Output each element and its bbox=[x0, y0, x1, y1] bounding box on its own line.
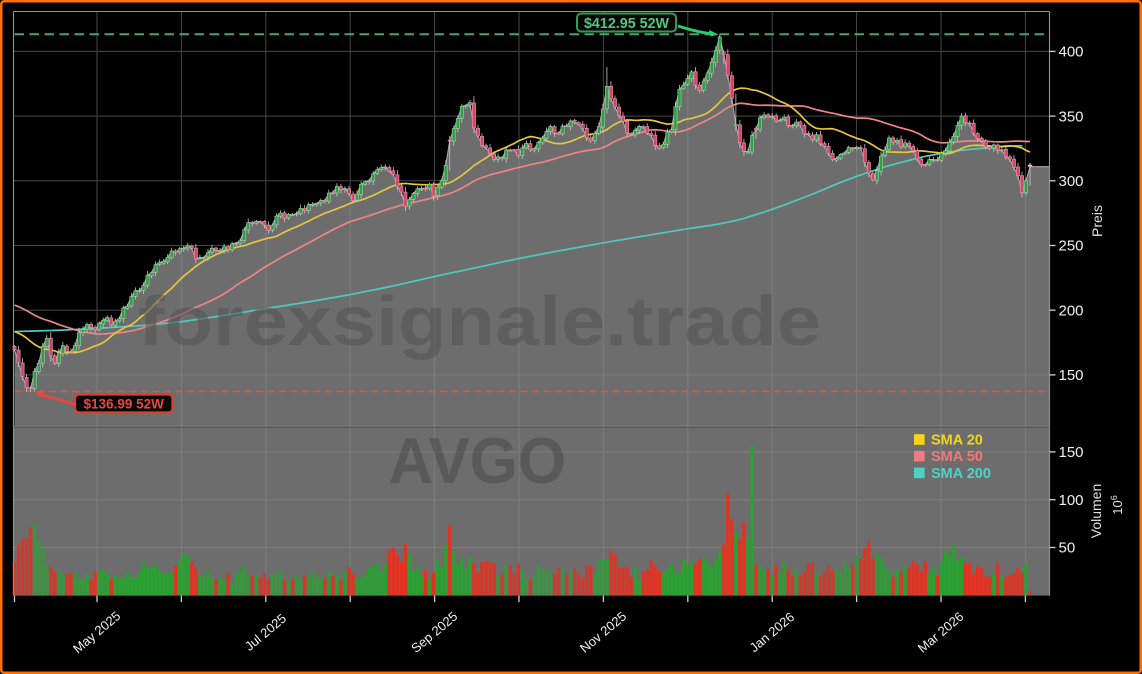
svg-text:50: 50 bbox=[1059, 540, 1076, 557]
svg-text:400: 400 bbox=[1059, 44, 1084, 61]
svg-text:Volumen: Volumen bbox=[1088, 484, 1104, 538]
svg-text:SMA 200: SMA 200 bbox=[931, 466, 991, 482]
svg-text:150: 150 bbox=[1059, 367, 1084, 384]
svg-text:$136.99 52W: $136.99 52W bbox=[84, 396, 165, 411]
svg-text:SMA 50: SMA 50 bbox=[931, 449, 983, 465]
svg-text:Preis: Preis bbox=[1089, 205, 1105, 237]
svg-text:100: 100 bbox=[1059, 492, 1084, 509]
svg-text:AVGO: AVGO bbox=[389, 424, 567, 497]
svg-text:forexsignale.trade: forexsignale.trade bbox=[138, 282, 821, 360]
svg-text:200: 200 bbox=[1059, 302, 1084, 319]
svg-text:$412.95 52W: $412.95 52W bbox=[584, 16, 670, 32]
svg-text:SMA 20: SMA 20 bbox=[931, 432, 983, 448]
svg-text:300: 300 bbox=[1059, 173, 1084, 190]
svg-text:350: 350 bbox=[1059, 108, 1084, 125]
svg-text:250: 250 bbox=[1059, 238, 1084, 255]
svg-text:150: 150 bbox=[1059, 444, 1084, 461]
